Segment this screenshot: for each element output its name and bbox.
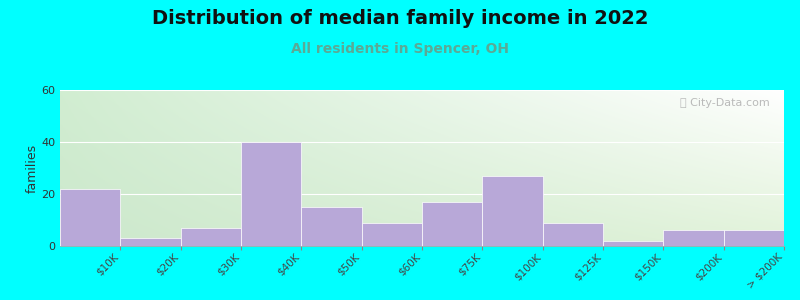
- Bar: [724, 230, 784, 246]
- Bar: [241, 142, 302, 246]
- Bar: [663, 230, 724, 246]
- Bar: [603, 241, 663, 246]
- Bar: [542, 223, 603, 246]
- Text: Ⓢ City-Data.com: Ⓢ City-Data.com: [680, 98, 770, 108]
- Bar: [120, 238, 181, 246]
- Bar: [181, 228, 241, 246]
- Bar: [362, 223, 422, 246]
- Bar: [60, 189, 120, 246]
- Bar: [422, 202, 482, 246]
- Text: Distribution of median family income in 2022: Distribution of median family income in …: [152, 9, 648, 28]
- Y-axis label: families: families: [26, 143, 38, 193]
- Bar: [302, 207, 362, 246]
- Bar: [482, 176, 542, 246]
- Text: All residents in Spencer, OH: All residents in Spencer, OH: [291, 42, 509, 56]
